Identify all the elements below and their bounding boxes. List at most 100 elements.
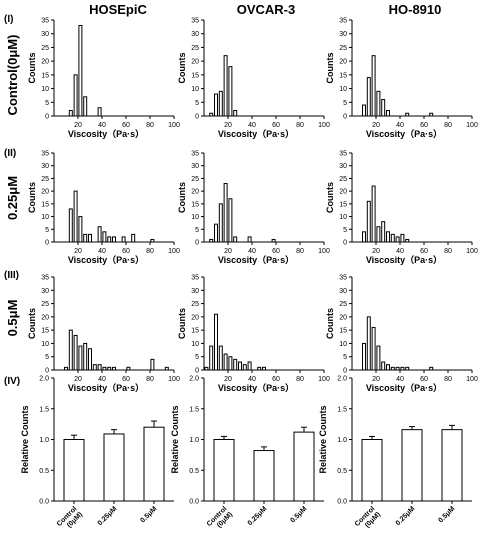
x-tick-label: 100 xyxy=(466,376,478,383)
histogram-bar xyxy=(429,366,434,371)
histogram-bar xyxy=(131,233,136,243)
y-tick-label: 0 xyxy=(343,114,347,121)
x-tick-label: 20 xyxy=(372,376,380,383)
plots: 0 5 10 15 20 25 30 35 20 40 60 80 100 Counts Viscosity… xyxy=(20,18,478,530)
x-tick-label: 40 xyxy=(248,248,256,255)
y-axis-label: Counts xyxy=(27,53,37,84)
y-tick-label: 0 xyxy=(195,114,199,121)
histogram-bar xyxy=(390,366,395,371)
histogram-bar xyxy=(88,348,92,371)
y-tick-label: 20 xyxy=(339,314,347,321)
y-tick-label: 15 xyxy=(41,201,49,208)
histogram-bar xyxy=(400,366,405,371)
x-tick-label: 60 xyxy=(122,122,130,129)
x-tick-label: 40 xyxy=(248,376,256,383)
relative-count-bar xyxy=(253,450,275,502)
x-tick-label: 20 xyxy=(224,376,232,383)
y-axis-label: Counts xyxy=(325,53,335,84)
condition-control: Control(0μM) xyxy=(5,35,20,116)
x-axis-label: Viscosity（Pa·s） xyxy=(366,255,442,265)
histogram-bar xyxy=(386,231,390,243)
histogram-bar xyxy=(78,24,83,117)
histogram-bar xyxy=(247,236,252,243)
histogram-bar xyxy=(405,366,410,371)
condition-025um: 0.25μM xyxy=(5,176,20,220)
y-tick-label: 0 xyxy=(343,368,347,375)
histogram-bar xyxy=(209,345,214,371)
relative-count-bar xyxy=(103,433,125,502)
y-tick-label: 25 xyxy=(339,45,347,52)
x-tick-label: 20 xyxy=(372,248,380,255)
histogram-bar xyxy=(223,55,228,117)
histogram-bar xyxy=(228,198,233,243)
y-tick-label: 2.0 xyxy=(337,376,347,383)
relative-count-panel: 0.0 0.5 1.0 1.5 2.0 Relative Counts Control(0μ… xyxy=(318,376,472,529)
x-tick-label: 60 xyxy=(420,248,428,255)
x-tick-label: 60 xyxy=(272,122,280,129)
histogram-bar xyxy=(429,112,434,117)
histogram-bar xyxy=(112,236,116,243)
category-label: 0.5μM xyxy=(289,505,308,524)
relative-count-bar xyxy=(213,439,235,502)
x-tick-label: 80 xyxy=(296,122,304,129)
histogram-bar xyxy=(362,104,366,117)
y-tick-label: 15 xyxy=(41,328,49,335)
histogram-bar xyxy=(164,366,169,371)
y-tick-label: 1.0 xyxy=(337,437,347,444)
y-tick-label: 30 xyxy=(191,31,199,38)
histogram-bar xyxy=(102,366,107,371)
y-axis-label: Counts xyxy=(325,308,335,339)
histogram-bar xyxy=(233,236,238,243)
y-tick-label: 25 xyxy=(41,301,49,308)
histogram-bar xyxy=(228,356,233,371)
y-tick-label: 30 xyxy=(339,163,347,170)
y-axis-label: Counts xyxy=(27,308,37,339)
histogram-panel: 0 5 10 15 20 25 30 35 20 40 60 80 100 Counts Viscosity… xyxy=(177,18,330,140)
row-labels: (I) (II) (III) (IV) Control(0μM) 0.25μM … xyxy=(4,14,20,387)
y-tick-label: 25 xyxy=(41,176,49,183)
y-tick-label: 30 xyxy=(41,31,49,38)
y-tick-label: 10 xyxy=(191,86,199,93)
x-tick-label: 100 xyxy=(318,376,330,383)
x-axis-label: Viscosity（Pa·s） xyxy=(366,383,442,393)
x-tick-label: 20 xyxy=(74,376,82,383)
y-tick-label: 1.0 xyxy=(189,437,199,444)
x-tick-label: 20 xyxy=(372,122,380,129)
y-tick-label: 0.5 xyxy=(189,468,199,475)
histogram-bar xyxy=(88,233,92,243)
histogram-bar xyxy=(214,313,218,371)
x-tick-label: 40 xyxy=(396,122,404,129)
histogram-bar xyxy=(218,345,223,371)
column-headers: HOSEpiC OVCAR-3 HO-8910 xyxy=(89,2,441,17)
y-tick-label: 20 xyxy=(41,314,49,321)
histogram-bar xyxy=(97,107,102,117)
y-tick-label: 0 xyxy=(45,240,49,247)
y-tick-label: 20 xyxy=(339,189,347,196)
row-label-i: (I) xyxy=(4,14,13,25)
histogram-bar xyxy=(209,112,214,117)
row-label-ii: (II) xyxy=(4,148,16,159)
y-tick-label: 30 xyxy=(41,163,49,170)
category-label: 0.5μM xyxy=(437,505,456,524)
y-axis-label: Counts xyxy=(177,53,187,84)
y-tick-label: 35 xyxy=(191,275,199,282)
histogram-bar xyxy=(97,226,102,243)
x-tick-label: 100 xyxy=(318,248,330,255)
histogram-bar xyxy=(223,183,228,243)
x-tick-label: 60 xyxy=(272,376,280,383)
x-tick-label: 40 xyxy=(248,122,256,129)
x-tick-label: 100 xyxy=(466,248,478,255)
histogram-bar xyxy=(376,226,381,243)
category-label: Control(0μM) xyxy=(354,505,382,529)
category-label: 0.25μM xyxy=(97,505,119,527)
histogram-bar xyxy=(386,364,390,371)
category-label-line: 0.25μM xyxy=(97,505,119,527)
histogram-bar xyxy=(64,366,68,371)
column-header-hosepic: HOSEpiC xyxy=(89,2,147,17)
y-tick-label: 0 xyxy=(343,240,347,247)
y-tick-label: 2.0 xyxy=(39,376,49,383)
histogram-bar xyxy=(371,55,376,117)
y-tick-label: 5 xyxy=(195,100,199,107)
x-tick-label: 80 xyxy=(444,122,452,129)
